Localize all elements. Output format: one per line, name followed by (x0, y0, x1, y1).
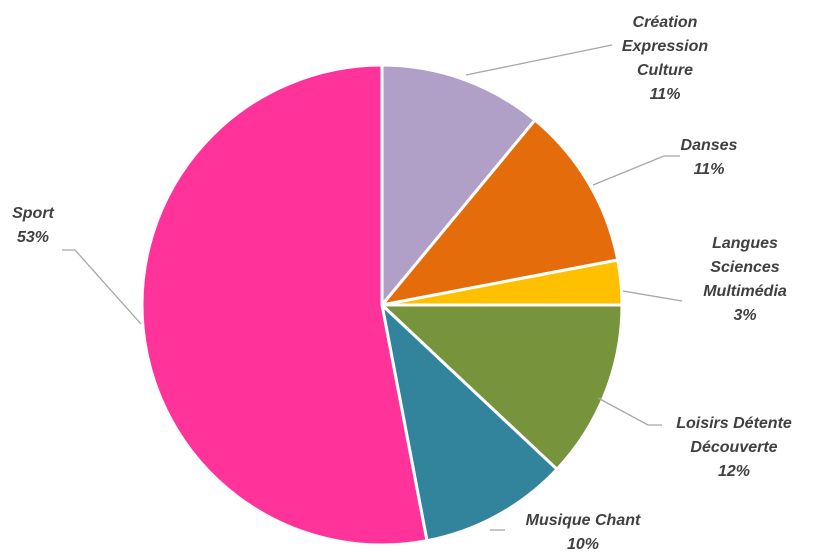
leader-line-danses (592, 155, 680, 186)
slice-loisirs-detente-decouverte (380, 303, 624, 471)
slice-sport (140, 63, 429, 547)
slice-musique-chant (380, 303, 559, 543)
slice-creation-expression-culture (380, 63, 537, 307)
data-label-creation-expression-culture: Création Expression Culture 11% (622, 14, 708, 103)
leader-line-creation-expression-culture (465, 44, 613, 76)
slice-labels: Création Expression Culture 11% Danses 11% Lan… (12, 14, 792, 553)
pie-slices (140, 63, 624, 547)
data-label-musique-chant: Musique Chant 10% (526, 512, 641, 553)
data-label-langues-sciences-multimedia: Langues Sciences Multimédia 3% (703, 235, 787, 324)
leader-line-sport (62, 249, 142, 325)
leader-line-loisirs-detente-decouverte (597, 397, 662, 426)
slice-danses (380, 118, 620, 307)
data-label-sport: Sport 53% (12, 205, 54, 246)
leader-lines (62, 44, 683, 531)
data-label-loisirs-detente-decouverte: Loisirs Détente Découverte 12% (676, 415, 792, 480)
data-label-danses: Danses 11% (681, 137, 738, 178)
leader-line-langues-sciences-multimedia (622, 290, 683, 302)
